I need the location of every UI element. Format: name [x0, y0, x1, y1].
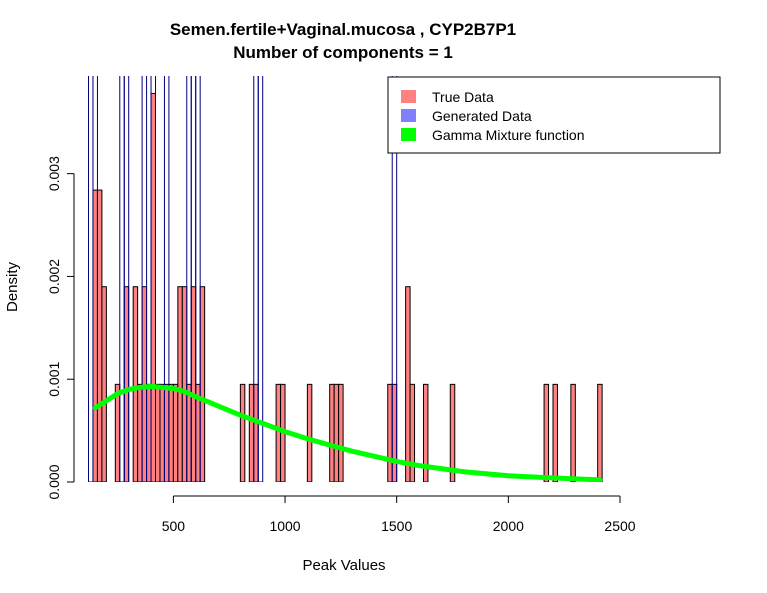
generated-data-bar-4: [141, 76, 148, 482]
true-data-bar-1: [96, 189, 103, 482]
true-data-bar-29: [338, 383, 344, 482]
true-data-bar-8: [146, 383, 152, 482]
true-data-bar-30: [387, 383, 393, 482]
legend-swatch-gamma-mixture: [401, 128, 416, 141]
true-data-bar-17: [186, 383, 192, 482]
true-data-bar-21: [239, 383, 246, 482]
true-data-bar-16: [181, 286, 188, 482]
generated-data-bar-2: [119, 76, 125, 482]
legend-box: [387, 76, 721, 154]
legend-label-gamma-mixture: Gamma Mixture function: [432, 127, 585, 143]
true-data-bar-6: [137, 383, 143, 482]
generated-data-bar-11: [257, 76, 264, 482]
true-data-bar-15: [177, 286, 183, 482]
true-data-bar-38: [570, 383, 576, 482]
y-tick-label-2: 0.002: [46, 259, 62, 294]
true-data-bar-32: [405, 286, 411, 482]
y-tick-label-3: 0.003: [46, 156, 62, 191]
y-axis: 0.000 0.001 0.002 0.003: [46, 156, 75, 500]
generated-data-bar-0: [88, 76, 94, 482]
legend-swatch-true-data: [401, 90, 416, 103]
generated-data-bar-9: [195, 76, 201, 482]
true-data-bar-26: [306, 383, 313, 482]
true-data-bar-3: [114, 383, 121, 482]
true-data-bar-35: [449, 383, 456, 482]
true-data-bar-10: [155, 383, 161, 482]
true-data-bar-14: [172, 383, 179, 482]
true-data-bar-37: [552, 383, 558, 482]
legend-label-generated-data: Generated Data: [432, 108, 532, 124]
generated-data-bar-12: [391, 76, 398, 482]
true-data-bar-24: [275, 383, 282, 482]
legend-label-true-data: True Data: [432, 89, 494, 105]
y-tick-label-1: 0.001: [46, 361, 62, 396]
true-data-bar-9: [150, 92, 157, 482]
generated-data-bar-5: [150, 76, 157, 482]
y-axis-label: Density: [4, 261, 21, 312]
true-data-bar-23: [253, 383, 259, 482]
true-data-bar-5: [132, 286, 139, 482]
x-tick-label-2: 1500: [381, 518, 412, 534]
x-axis: 500 1000 1500 2000 2500: [162, 495, 636, 534]
x-tick-label-4: 2500: [604, 518, 635, 534]
x-tick-label-1: 1000: [269, 518, 300, 534]
generated-data-bar-6: [163, 76, 170, 482]
generated-data-bars: [88, 76, 398, 482]
true-data-bar-28: [333, 383, 340, 482]
generated-data-bar-1: [92, 76, 98, 482]
true-data-bar-31: [391, 383, 398, 482]
true-data-bar-4: [123, 286, 130, 482]
x-tick-label-3: 2000: [493, 518, 524, 534]
true-data-bar-39: [597, 383, 603, 482]
true-data-bar-13: [168, 383, 174, 482]
x-axis-label: Peak Values: [302, 557, 385, 574]
true-data-bar-12: [163, 383, 170, 482]
true-data-bar-36: [543, 383, 550, 482]
true-data-bar-11: [159, 383, 165, 482]
generated-data-bar-3: [123, 76, 130, 482]
true-data-bar-0: [92, 189, 98, 482]
true-data-bar-20: [199, 286, 206, 482]
x-tick-label-0: 500: [162, 518, 186, 534]
y-tick-label-0: 0.000: [46, 464, 62, 499]
true-data-bar-34: [422, 383, 429, 482]
true-data-bar-33: [409, 383, 416, 482]
legend-swatch-generated-data: [401, 109, 416, 122]
true-data-bar-27: [329, 383, 335, 482]
true-data-bar-2: [101, 286, 107, 482]
chart-title: Semen.fertile+Vaginal.mucosa , CYP2B7P1: [170, 20, 516, 39]
gamma-mixture-line: [92, 383, 603, 482]
chart-subtitle: Number of components = 1: [233, 43, 453, 62]
true-data-bar-18: [190, 286, 197, 482]
legend: True Data Generated Data Gamma Mixture f…: [387, 76, 721, 154]
true-data-bar-22: [248, 383, 255, 482]
